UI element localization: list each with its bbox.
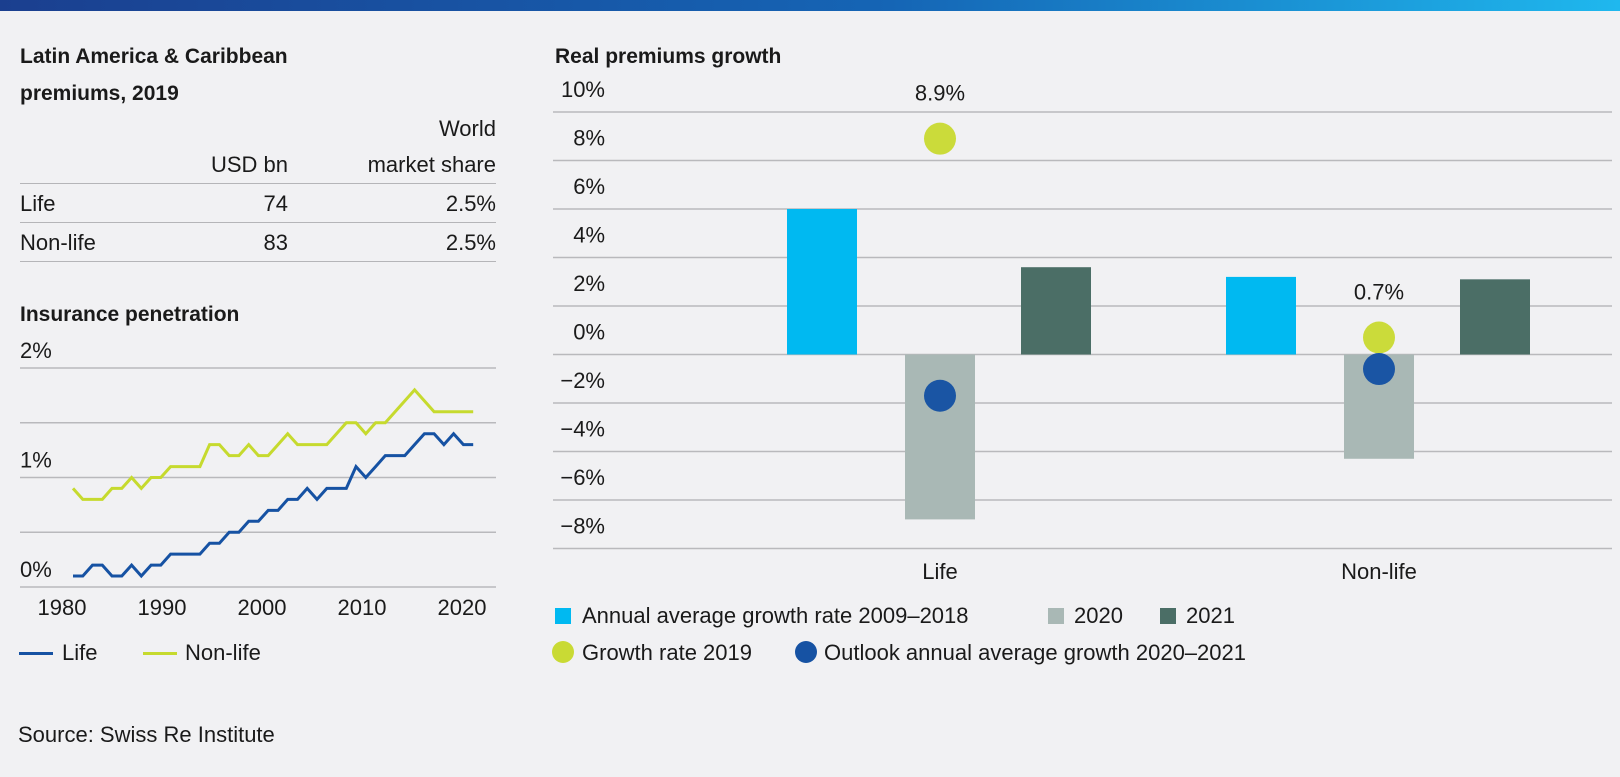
top-accent-bar [0,0,1620,11]
legend-dot-outlook [795,641,817,663]
growth-bar-chart: 10% 8% 6% 4% 2% 0% −2% −4% −6% −8% Life 8.9% Non-lif… [553,77,1612,584]
table-divider [20,222,496,223]
premiums-title-line2: premiums, 2019 [20,82,179,105]
y-tick-label: 1% [20,448,52,473]
category-label: Life [922,559,957,584]
y-tick-label: 4% [573,223,605,248]
premiums-title: Latin America & Caribbean premiums, 2019 [20,38,288,112]
category-label: Non-life [1341,559,1417,584]
row-nonlife-share: 2.5% [445,230,496,255]
source-note: Source: Swiss Re Institute [18,722,275,747]
y-tick-label: 0% [20,557,52,582]
premiums-title-line1: Latin America & Caribbean [20,45,288,68]
header-world: World [438,116,496,141]
series-line-non-life [71,387,474,501]
series-line-life [73,431,474,579]
legend-swatch-2021 [1160,608,1176,624]
header-usd-bn: USD bn [210,152,288,177]
legend-label-2021: 2021 [1186,603,1235,628]
legend-nonlife-label: Non-life [185,640,261,665]
legend-label-outlook: Outlook annual average growth 2020–2021 [824,640,1246,665]
bar-non-life-2 [1460,279,1530,355]
legend-swatch-2009-2018 [555,608,571,624]
x-tick-label: 2020 [438,595,487,620]
point-non-life-0 [1363,321,1395,354]
growth-title: Real premiums growth [555,45,782,68]
legend-label-2009-2018: Annual average growth rate 2009–2018 [582,603,969,628]
row-life-share: 2.5% [445,191,496,216]
x-tick-label: 2010 [338,595,387,620]
penetration-line-chart: 0% 1% 2% 1980 1990 2000 2010 2020 [20,338,496,620]
legend-dot-growth-2019 [552,641,574,663]
y-tick-label: 2% [573,271,605,296]
bar-life-0 [787,209,857,355]
legend-swatch-2020 [1048,608,1064,624]
legend-label-growth-2019: Growth rate 2019 [582,640,752,665]
data-label: 8.9% [915,81,965,106]
legend-nonlife-line-swatch [143,652,177,655]
y-tick-label: 6% [573,174,605,199]
point-life-1 [924,379,956,412]
point-non-life-1 [1363,353,1395,386]
y-tick-label: −8% [560,514,605,539]
y-tick-label: −4% [560,417,605,442]
bar-life-1 [905,354,975,520]
x-tick-label: 1990 [138,595,187,620]
y-tick-label: 10% [561,77,605,102]
y-tick-label: 8% [573,126,605,151]
penetration-title: Insurance penetration [20,303,240,326]
x-tick-label: 2000 [238,595,287,620]
data-label: 0.7% [1354,280,1404,305]
row-nonlife-usd: 83 [263,230,288,255]
bar-non-life-0 [1226,276,1296,355]
y-tick-label: 0% [573,320,605,345]
y-tick-label: 2% [20,338,52,363]
bar-life-2 [1021,267,1091,355]
table-divider [20,183,496,184]
legend-label-2020: 2020 [1074,603,1123,628]
y-tick-label: −6% [560,465,605,490]
row-life-usd: 74 [263,191,288,216]
legend-life-line-swatch [19,652,53,655]
point-life-0 [924,122,956,155]
y-tick-label: −2% [560,368,605,393]
row-life-label: Life [20,191,56,216]
table-divider [20,261,496,262]
row-nonlife-label: Non-life [20,230,96,255]
header-market-share: market share [367,152,496,177]
x-tick-label: 1980 [38,595,87,620]
legend-life-label: Life [62,640,98,665]
